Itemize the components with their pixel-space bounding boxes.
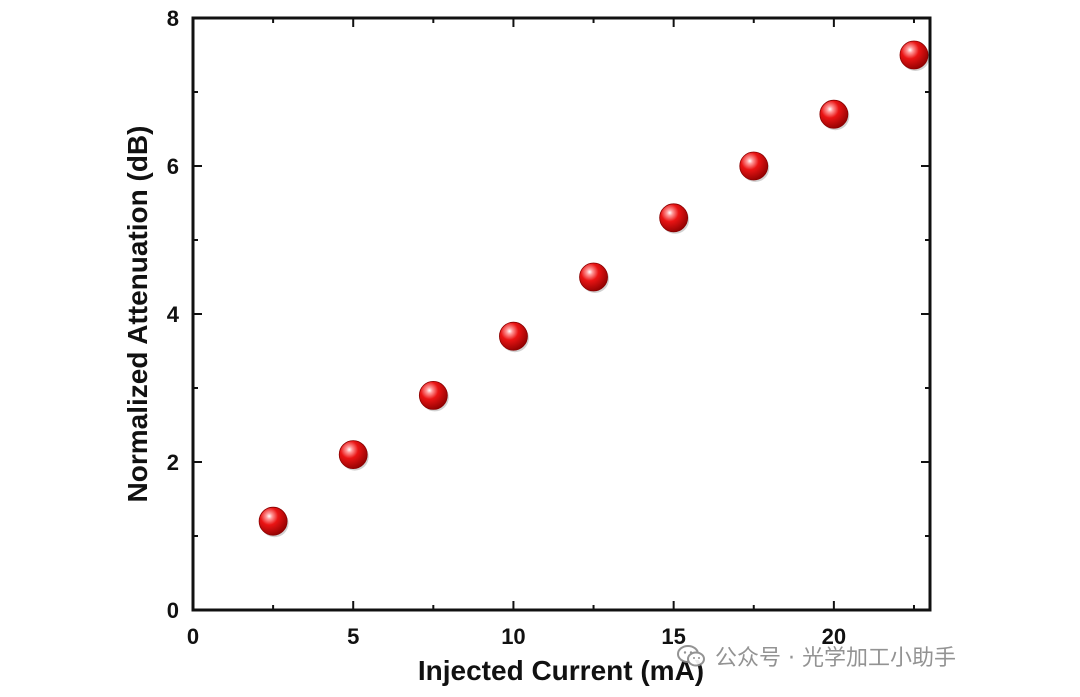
x-tick-label: 20 <box>822 624 846 649</box>
y-tick-label: 6 <box>167 154 179 179</box>
data-point <box>659 203 689 233</box>
y-tick-label: 8 <box>167 6 179 31</box>
y-axis-ticks: 0 2 4 6 8 <box>167 6 930 623</box>
data-point <box>739 151 769 181</box>
data-point <box>418 380 448 410</box>
data-point <box>899 40 929 70</box>
data-point <box>499 321 528 351</box>
y-axis-label: Normalized Attenuation (dB) <box>122 126 153 503</box>
y-tick-label: 2 <box>167 450 179 475</box>
data-point <box>819 99 849 129</box>
plot-frame <box>191 16 932 612</box>
wechat-icon <box>676 644 707 668</box>
data-point <box>338 440 368 470</box>
watermark: 公众号 · 光学加工小助手 <box>676 638 956 674</box>
y-tick-label: 0 <box>167 598 179 623</box>
x-tick-label: 0 <box>187 624 199 649</box>
x-axis-label: Injected Current (mA) <box>418 655 704 686</box>
data-points <box>258 40 930 538</box>
x-tick-label: 15 <box>661 624 685 649</box>
data-point <box>579 262 608 292</box>
watermark-text: 公众号 · 光学加工小助手 <box>715 646 956 671</box>
data-point <box>258 506 288 536</box>
y-tick-label: 4 <box>167 302 180 327</box>
x-axis-ticks: 0 5 10 15 20 <box>187 18 915 649</box>
x-tick-label: 10 <box>501 624 525 649</box>
x-tick-label: 5 <box>347 624 359 649</box>
